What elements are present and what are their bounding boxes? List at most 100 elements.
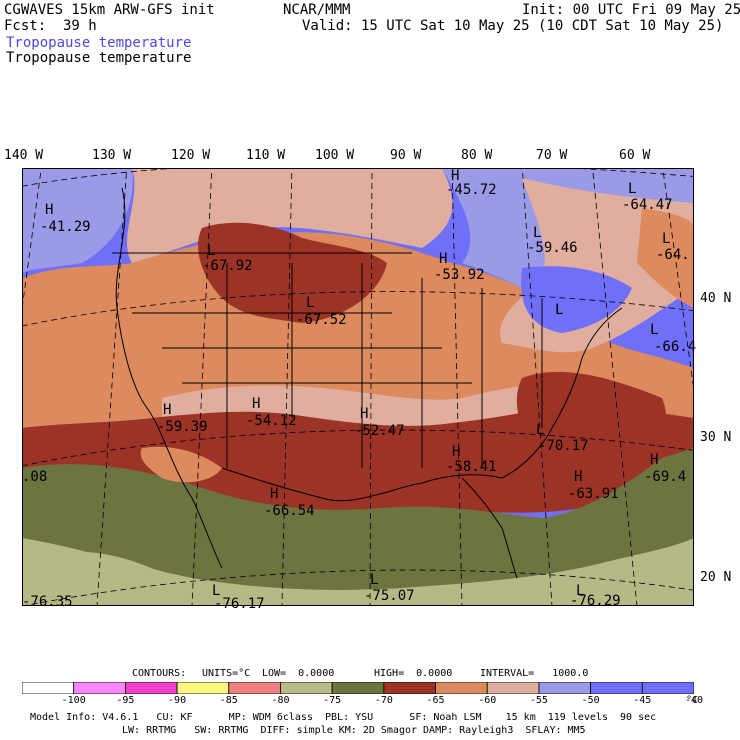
legend-swatch <box>124 682 178 694</box>
lon-label: 120 W <box>171 148 211 163</box>
contours-units: UNITS=°C <box>202 668 251 679</box>
high-label: H <box>270 486 279 502</box>
edge-value: .08 <box>22 469 48 485</box>
legend-unit: °C <box>685 695 699 706</box>
field-region-lightpurple-nw <box>22 168 133 273</box>
high-label: H <box>452 444 461 460</box>
field-region-pink-north <box>127 168 453 263</box>
field-region-lightolive-far-south <box>22 538 694 606</box>
legend-swatch <box>383 682 436 694</box>
low-label: L <box>536 422 545 438</box>
high-label: H <box>574 469 583 485</box>
low-value: -67.52 <box>296 312 347 328</box>
fcst-value: 39 h <box>63 18 97 34</box>
low-label: L <box>650 322 659 338</box>
high-label: H <box>163 402 172 418</box>
low-label: L <box>306 295 315 311</box>
lat-label: 40 N <box>700 291 732 306</box>
high-value: -58.41 <box>446 459 497 475</box>
field-region-darkred-southeast <box>516 371 666 456</box>
lon-label: 90 W <box>390 148 422 163</box>
map-frame <box>22 168 694 606</box>
legend-swatch <box>538 682 592 694</box>
contours-interval: INTERVAL= 1000.0 <box>480 668 589 679</box>
lat-label: 20 N <box>700 570 732 585</box>
low-value: -76.29 <box>570 593 621 609</box>
low-label: L <box>533 225 542 241</box>
lon-label: 140 W <box>4 148 44 163</box>
legend-swatch <box>331 682 385 694</box>
high-value: -54.12 <box>246 413 297 429</box>
legend-swatch <box>73 682 126 694</box>
model-info-line2: LW: RRTMG SW: RRTMG DIFF: simple KM: 2D … <box>122 725 586 736</box>
low-value: -76.35 <box>22 594 73 610</box>
legend-tick-label: -45 <box>633 695 652 706</box>
field-region-olive-south <box>22 448 694 606</box>
model-title: CGWAVES 15km ARW-GFS init <box>4 2 215 18</box>
legend-tick-label: -80 <box>271 695 290 706</box>
legend-tick-label: -70 <box>374 695 393 706</box>
legend-tick-label: -65 <box>426 695 445 706</box>
low-label: L <box>576 583 585 599</box>
lon-label: 100 W <box>315 148 355 163</box>
field-title-primary: Tropopause temperature <box>6 35 192 51</box>
high-value: -66.54 <box>264 503 315 519</box>
lon-label: 110 W <box>246 148 286 163</box>
lon-label: 60 W <box>619 148 651 163</box>
high-label: H <box>439 251 448 267</box>
legend-tick-label: -55 <box>529 695 548 706</box>
legend-swatch <box>280 682 333 694</box>
low-label: L <box>662 231 671 247</box>
lon-label: 70 W <box>536 148 568 163</box>
lat-label: 30 N <box>700 430 732 445</box>
field-region-orange-southwest <box>140 446 222 483</box>
legend-swatch <box>486 682 540 694</box>
high-label: H <box>252 396 261 412</box>
boundaries <box>112 187 623 579</box>
legend-swatch <box>228 682 281 694</box>
org-label: NCAR/MMM <box>283 2 351 18</box>
contours-title: CONTOURS: <box>132 668 187 679</box>
high-value: -45.72 <box>446 182 497 198</box>
legend-swatch <box>435 682 488 694</box>
field-region-orange-ne <box>637 208 694 308</box>
legend-swatch <box>176 682 230 694</box>
lon-label: 80 W <box>461 148 493 163</box>
high-value: -59.39 <box>157 419 208 435</box>
contours-low: LOW= 0.0000 <box>262 668 335 679</box>
field-title-secondary: Tropopause temperature <box>6 50 192 66</box>
tropopause-temperature-map <box>22 168 694 606</box>
field-region-lightolive-patch <box>62 551 162 589</box>
low-label: L <box>628 181 637 197</box>
legend-tick-label: -50 <box>581 695 600 706</box>
low-value: -66.4 <box>654 339 697 355</box>
high-value: -63.91 <box>568 486 619 502</box>
legend-swatch <box>590 682 643 694</box>
high-label: H <box>45 202 54 218</box>
low-label: L <box>212 583 221 599</box>
legend-tick-label: -60 <box>478 695 497 706</box>
graticule <box>22 168 694 606</box>
legend-tick-label: -100 <box>61 695 86 706</box>
legend-swatch <box>641 682 694 694</box>
legend-tick-label: -90 <box>168 695 187 706</box>
high-value: -41.29 <box>40 219 91 235</box>
legend-tick-label: -95 <box>116 695 135 706</box>
low-value: -76.17 <box>214 596 265 612</box>
high-label: H <box>650 452 659 468</box>
legend-swatch <box>22 682 75 694</box>
contours-high: HIGH= 0.0000 <box>374 668 453 679</box>
lon-label: 130 W <box>92 148 132 163</box>
high-label: H <box>451 168 460 184</box>
low-value: -70.17 <box>538 438 589 454</box>
high-value: -69.4 <box>644 469 687 485</box>
low-value: -75.07 <box>364 588 415 604</box>
model-info-line1: Model Info: V4.6.1 CU: KF MP: WDM 6class… <box>30 712 657 723</box>
legend-tick-label: -85 <box>219 695 238 706</box>
low-label: L <box>370 572 379 588</box>
low-value: -59.46 <box>527 240 578 256</box>
init-time: Init: 00 UTC Fri 09 May 25 <box>522 2 740 18</box>
low-label: L <box>207 243 216 259</box>
high-value: -53.92 <box>434 267 485 283</box>
legend-tick-label: -40 <box>684 695 704 706</box>
